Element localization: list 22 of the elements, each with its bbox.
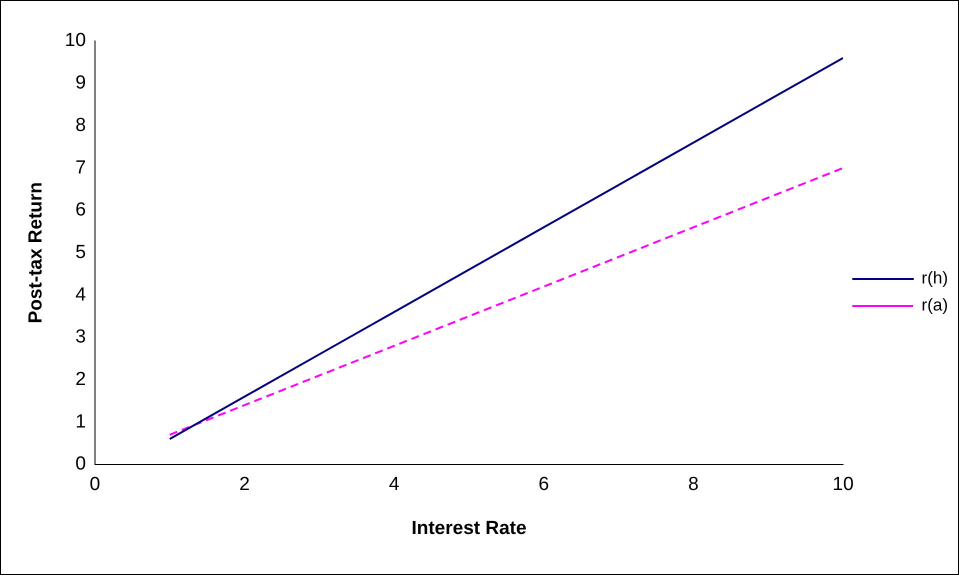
x-tick-label: 4	[388, 474, 400, 496]
y-tick-label: 2	[75, 368, 86, 390]
y-tick-label: 4	[75, 284, 86, 306]
x-tick-label: 8	[688, 474, 699, 496]
y-tick-label: 10	[64, 30, 86, 52]
y-tick-label: 0	[75, 454, 86, 475]
y-tick-label: 8	[75, 114, 86, 136]
y-tick-label: 3	[75, 326, 86, 348]
y-axis-title: Post-tax Return	[26, 182, 47, 324]
y-tick-label: 1	[75, 411, 86, 432]
y-tick-label: 7	[75, 157, 86, 178]
y-tick-label: 5	[75, 242, 86, 263]
x-tick-label: 10	[832, 474, 854, 496]
y-tick-label: 9	[75, 72, 86, 94]
y-tick-label: 6	[75, 200, 86, 221]
x-axis-title: Interest Rate	[411, 518, 527, 539]
x-tick-label: 0	[90, 474, 100, 496]
legend-label: r(h)	[922, 268, 948, 288]
x-tick-label: 6	[538, 474, 550, 496]
x-tick-label: 2	[239, 474, 250, 496]
legend-label: r(a)	[922, 296, 948, 315]
line-series	[168, 167, 844, 436]
